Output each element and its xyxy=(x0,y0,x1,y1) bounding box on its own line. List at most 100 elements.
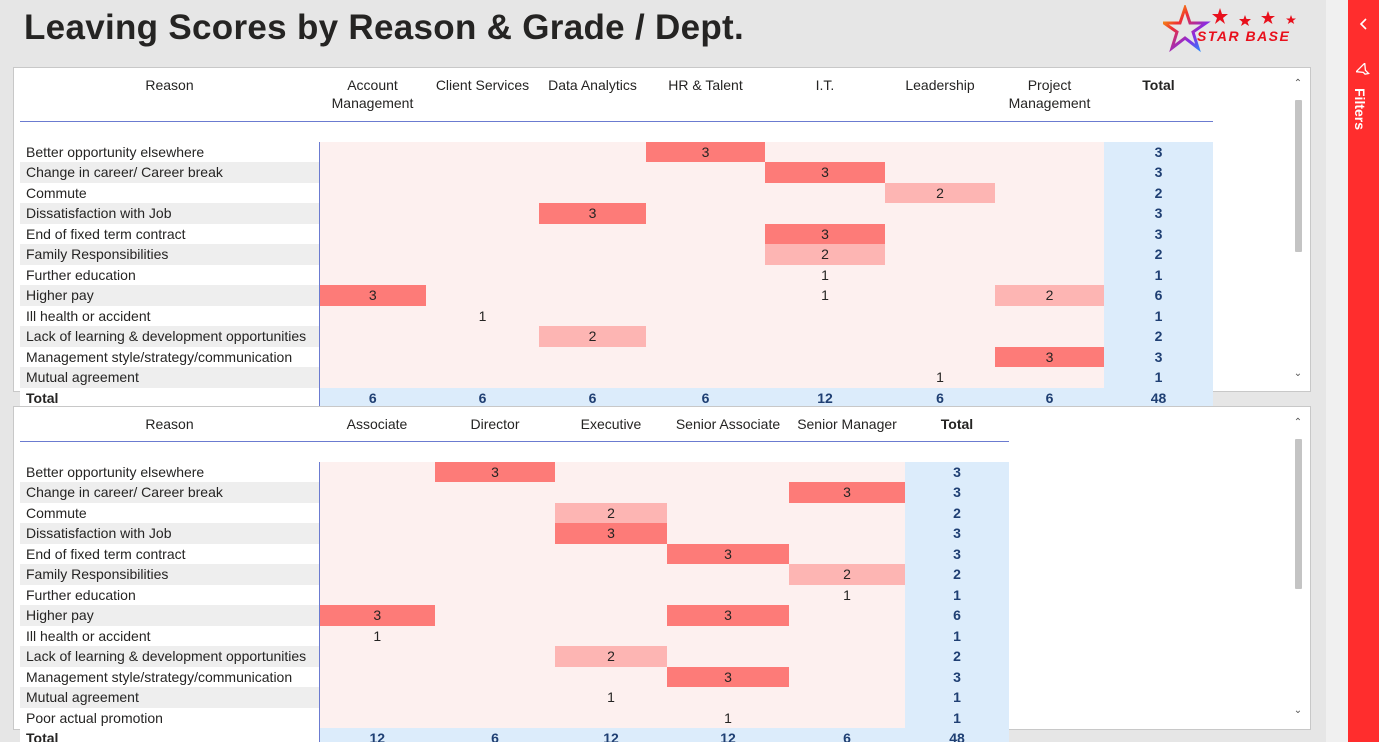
matrix-cell[interactable] xyxy=(789,543,905,564)
matrix-cell[interactable]: 3 xyxy=(539,203,646,224)
column-total-cell[interactable]: 6 xyxy=(319,387,426,408)
matrix-cell[interactable]: 3 xyxy=(789,482,905,503)
matrix-cell[interactable] xyxy=(319,162,426,183)
matrix-cell[interactable] xyxy=(539,162,646,183)
column-total-cell[interactable]: 6 xyxy=(435,728,555,742)
matrix-cell[interactable] xyxy=(995,162,1104,183)
matrix-cell[interactable] xyxy=(995,141,1104,162)
column-header-hr-talent[interactable]: HR & Talent xyxy=(668,77,743,93)
matrix-cell[interactable] xyxy=(646,305,765,326)
matrix-cell[interactable] xyxy=(319,305,426,326)
row-total-cell[interactable]: 1 xyxy=(905,707,1009,728)
matrix-cell[interactable] xyxy=(555,666,667,687)
scroll-down-icon[interactable]: ⌄ xyxy=(1293,368,1303,379)
grand-total-cell[interactable]: 48 xyxy=(1104,387,1213,408)
matrix-cell[interactable] xyxy=(789,461,905,482)
matrix-cell[interactable] xyxy=(995,203,1104,224)
row-header-higher-pay[interactable]: Higher pay xyxy=(20,285,320,306)
row-total-cell[interactable]: 1 xyxy=(1104,367,1213,388)
matrix-cell[interactable] xyxy=(539,182,646,203)
filters-pane[interactable]: Filters xyxy=(1348,0,1379,742)
matrix-cell[interactable] xyxy=(765,141,885,162)
matrix-cell[interactable]: 1 xyxy=(765,264,885,285)
matrix-cell[interactable] xyxy=(435,687,555,708)
matrix-cell[interactable] xyxy=(789,707,905,728)
matrix-cell[interactable] xyxy=(667,625,789,646)
matrix-cell[interactable] xyxy=(319,482,435,503)
matrix-cell[interactable] xyxy=(426,203,539,224)
matrix-cell[interactable] xyxy=(885,305,995,326)
column-header-data-analytics[interactable]: Data Analytics xyxy=(548,77,637,93)
matrix-cell[interactable] xyxy=(319,141,426,162)
column-header-associate[interactable]: Associate xyxy=(346,416,408,432)
row-total-cell[interactable]: 3 xyxy=(905,523,1009,544)
matrix-cell[interactable] xyxy=(885,285,995,306)
row-header-better-opportunity-elsewhere[interactable]: Better opportunity elsewhere xyxy=(20,141,320,162)
matrix-cell[interactable] xyxy=(667,523,789,544)
matrix-cell[interactable] xyxy=(555,461,667,482)
matrix-cell[interactable] xyxy=(319,502,435,523)
matrix-cell[interactable] xyxy=(885,326,995,347)
matrix-cell[interactable] xyxy=(667,584,789,605)
row-header-change-in-career-career-break[interactable]: Change in career/ Career break xyxy=(20,482,320,503)
row-header-further-education[interactable]: Further education xyxy=(20,584,320,605)
matrix-cell[interactable]: 3 xyxy=(319,605,435,626)
filters-label[interactable]: Filters xyxy=(1352,88,1368,131)
row-header-family-responsibilities[interactable]: Family Responsibilities xyxy=(20,564,320,585)
matrix-cell[interactable] xyxy=(319,543,435,564)
row-total-cell[interactable]: 2 xyxy=(905,646,1009,667)
matrix-cell[interactable]: 2 xyxy=(885,182,995,203)
matrix-cell[interactable] xyxy=(789,523,905,544)
matrix-cell[interactable] xyxy=(319,523,435,544)
matrix-cell[interactable] xyxy=(765,182,885,203)
matrix-cell[interactable]: 3 xyxy=(667,605,789,626)
row-total-cell[interactable]: 1 xyxy=(905,687,1009,708)
column-header-client-services[interactable]: Client Services xyxy=(435,77,530,93)
matrix-cell[interactable] xyxy=(646,203,765,224)
matrix-cell[interactable]: 2 xyxy=(765,244,885,265)
matrix-cell[interactable]: 2 xyxy=(539,326,646,347)
row-header-mutual-agreement[interactable]: Mutual agreement xyxy=(20,367,320,388)
matrix-cell[interactable] xyxy=(667,482,789,503)
row-header-end-of-fixed-term-contract[interactable]: End of fixed term contract xyxy=(20,223,320,244)
matrix-cell[interactable] xyxy=(789,605,905,626)
matrix-cell[interactable] xyxy=(426,223,539,244)
matrix-cell[interactable] xyxy=(789,666,905,687)
matrix-cell[interactable] xyxy=(426,285,539,306)
column-total-cell[interactable]: 6 xyxy=(885,387,995,408)
matrix-cell[interactable]: 3 xyxy=(555,523,667,544)
matrix-cell[interactable] xyxy=(555,482,667,503)
column-header-it[interactable]: I.T. xyxy=(815,77,835,93)
matrix-cell[interactable] xyxy=(646,367,765,388)
matrix-cell[interactable] xyxy=(539,305,646,326)
matrix-cell[interactable]: 3 xyxy=(765,223,885,244)
matrix-cell[interactable] xyxy=(646,285,765,306)
matrix-cell[interactable]: 3 xyxy=(319,285,426,306)
matrix-cell[interactable] xyxy=(646,244,765,265)
matrix-cell[interactable] xyxy=(995,182,1104,203)
matrix-cell[interactable] xyxy=(426,244,539,265)
row-total-cell[interactable]: 2 xyxy=(905,502,1009,523)
column-total-cell[interactable]: 6 xyxy=(426,387,539,408)
matrix-cell[interactable]: 2 xyxy=(789,564,905,585)
matrix-cell[interactable] xyxy=(646,162,765,183)
column-total-cell[interactable]: 12 xyxy=(667,728,789,742)
matrix-cell[interactable] xyxy=(555,605,667,626)
row-header-end-of-fixed-term-contract[interactable]: End of fixed term contract xyxy=(20,543,320,564)
matrix-cell[interactable]: 2 xyxy=(995,285,1104,306)
row-total-cell[interactable]: 2 xyxy=(1104,182,1213,203)
row-header-better-opportunity-elsewhere[interactable]: Better opportunity elsewhere xyxy=(20,461,320,482)
matrix-cell[interactable] xyxy=(426,264,539,285)
matrix-cell[interactable] xyxy=(765,203,885,224)
matrix-cell[interactable] xyxy=(555,584,667,605)
matrix-cell[interactable] xyxy=(539,367,646,388)
matrix-cell[interactable] xyxy=(667,502,789,523)
column-header-leadership[interactable]: Leadership xyxy=(905,77,975,93)
matrix-cell[interactable]: 1 xyxy=(426,305,539,326)
matrix-cell[interactable]: 3 xyxy=(667,666,789,687)
matrix-cell[interactable]: 1 xyxy=(555,687,667,708)
row-total-cell[interactable]: 6 xyxy=(905,605,1009,626)
row-total-cell[interactable]: 3 xyxy=(1104,223,1213,244)
row-header-lack-of-learning-development-opportunities[interactable]: Lack of learning & development opportuni… xyxy=(20,326,320,347)
row-header-commute[interactable]: Commute xyxy=(20,182,320,203)
